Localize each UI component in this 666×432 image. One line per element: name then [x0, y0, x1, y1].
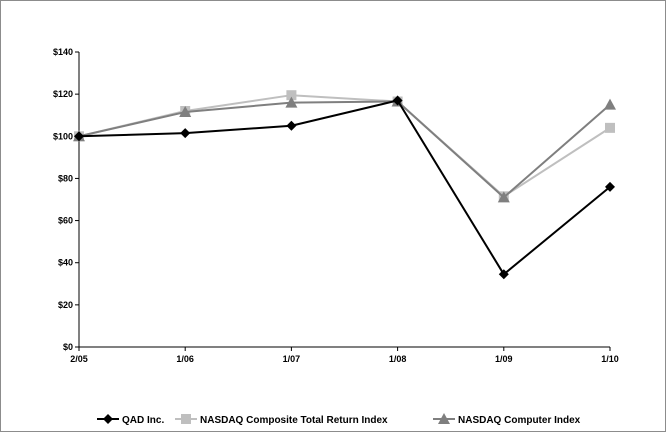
y-tick-label: $0 — [63, 342, 73, 352]
data-point — [286, 120, 297, 131]
legend-marker — [103, 414, 113, 424]
y-tick-label: $20 — [58, 300, 73, 310]
series-2 — [73, 95, 616, 203]
data-point — [605, 122, 615, 133]
legend-label: NASDAQ Computer Index — [458, 415, 581, 426]
x-tick-label: 1/06 — [176, 354, 194, 364]
data-point — [180, 128, 191, 139]
x-tick-label: 2/05 — [70, 354, 88, 364]
legend-marker — [181, 414, 191, 424]
x-tick-label: 1/07 — [283, 354, 301, 364]
data-point — [604, 98, 616, 110]
series-1 — [74, 90, 615, 202]
legend-item: QAD Inc. — [97, 414, 164, 426]
data-point — [498, 269, 509, 280]
y-tick-label: $140 — [53, 47, 73, 57]
y-tick-label: $120 — [53, 89, 73, 99]
y-tick-label: $100 — [53, 131, 73, 141]
data-point — [74, 131, 84, 142]
x-tick-label: 1/10 — [601, 354, 619, 364]
data-point — [286, 90, 297, 101]
axes — [78, 52, 610, 348]
y-tick-label: $80 — [58, 173, 73, 183]
x-tick-label: 1/08 — [389, 354, 407, 364]
x-axis-ticks: 2/05 1/06 1/07 1/08 1/09 1/10 — [70, 347, 619, 364]
y-axis-ticks: $0 $20 $40 $60 $80 $100 $120 $140 — [53, 47, 79, 352]
series-0 — [74, 95, 615, 280]
data-point — [605, 181, 615, 192]
series-line — [78, 99, 611, 276]
data-point — [392, 95, 403, 106]
data-point — [285, 96, 298, 108]
x-tick-label: 1/09 — [495, 354, 513, 364]
series-line — [78, 100, 611, 199]
data-point — [179, 106, 192, 118]
legend: QAD Inc. NASDAQ Composite Total Return In… — [97, 413, 581, 426]
series-line — [78, 94, 611, 198]
legend-marker — [438, 413, 450, 424]
series — [73, 90, 616, 280]
legend-label: QAD Inc. — [122, 415, 164, 426]
legend-item: NASDAQ Composite Total Return Index — [175, 414, 388, 426]
legend-label: NASDAQ Composite Total Return Index — [200, 415, 388, 426]
legend-item: NASDAQ Computer Index — [433, 413, 581, 426]
data-point — [497, 191, 510, 203]
y-tick-label: $60 — [58, 216, 73, 226]
y-tick-label: $40 — [58, 258, 73, 268]
